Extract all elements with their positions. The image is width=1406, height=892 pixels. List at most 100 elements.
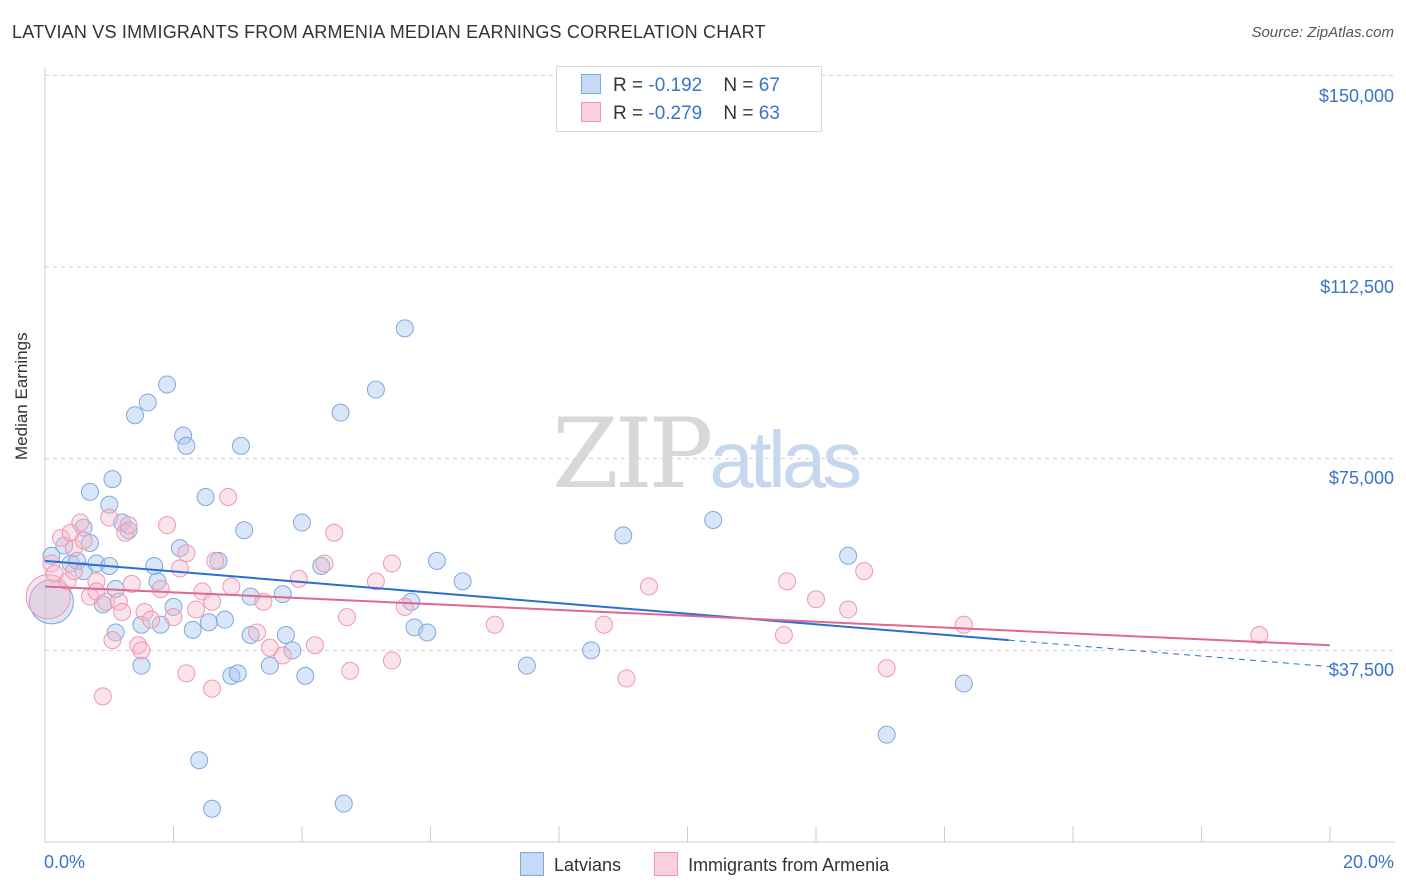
armenia-point xyxy=(325,523,344,542)
stats-box: R = -0.192 N = 67 R = -0.279 N = 63 xyxy=(556,66,822,132)
armenia-point xyxy=(87,572,106,591)
latvian-point xyxy=(614,526,633,545)
latvian-point xyxy=(100,495,119,514)
x-tick-label-max: 20.0% xyxy=(1342,852,1394,872)
armenia-point xyxy=(203,679,222,698)
armenia-point xyxy=(52,528,71,547)
armenia-point xyxy=(113,603,132,621)
armenia-point xyxy=(170,559,189,578)
latvian-point xyxy=(582,641,601,660)
armenia-point xyxy=(639,577,658,596)
armenia-point xyxy=(337,608,356,627)
latvian-point xyxy=(119,521,138,540)
latvian-point xyxy=(177,436,196,455)
armenia-point xyxy=(341,661,360,680)
armenia-point xyxy=(617,669,636,688)
armenia-point xyxy=(594,615,613,634)
n-value: 63 xyxy=(758,103,780,124)
latvian-point xyxy=(125,406,144,425)
latvians-legend-swatch xyxy=(520,852,544,876)
latvian-point xyxy=(196,488,215,506)
latvian-point xyxy=(103,470,122,489)
armenia-point xyxy=(395,597,414,616)
latvian-point-large xyxy=(28,579,74,625)
latvian-point xyxy=(42,546,61,565)
stats-row-armenia: R = -0.279 N = 63 xyxy=(581,102,780,128)
armenia-point xyxy=(206,551,225,570)
legend-label: Latvians xyxy=(554,855,622,875)
armenia-point xyxy=(119,516,138,535)
armenia-point xyxy=(158,516,177,535)
latvian-point xyxy=(235,521,254,540)
r-value: -0.192 xyxy=(648,75,703,96)
latvian-point xyxy=(190,751,209,770)
latvian-point xyxy=(260,656,279,675)
armenia-swatch xyxy=(581,102,601,122)
armenia-point xyxy=(164,608,183,627)
armenia-point xyxy=(485,615,504,634)
legend: Latvians Immigrants from Armenia xyxy=(520,852,917,876)
armenia-point xyxy=(222,577,241,596)
armenia-point xyxy=(1250,626,1269,644)
x-tick-label-min: 0.0% xyxy=(44,852,86,872)
latvian-point xyxy=(276,626,295,644)
armenia-point xyxy=(71,513,90,532)
latvian-point xyxy=(203,799,222,818)
armenia-point xyxy=(135,603,154,621)
r-value: -0.279 xyxy=(648,103,703,124)
latvian-point xyxy=(273,585,292,604)
armenia-point xyxy=(877,659,896,678)
legend-item-latvians[interactable]: Latvians xyxy=(520,852,621,876)
legend-item-armenia[interactable]: Immigrants from Armenia xyxy=(654,852,889,876)
armenia-point xyxy=(142,610,161,629)
armenia-point xyxy=(151,580,170,598)
latvian-point xyxy=(164,597,183,616)
r-label: R = xyxy=(613,103,649,124)
armenia-point xyxy=(807,590,825,609)
latvian-point xyxy=(183,620,202,639)
armenia-point xyxy=(100,508,119,527)
trend-line-latvians xyxy=(44,559,1009,642)
latvian-point xyxy=(228,664,247,683)
armenia-point xyxy=(103,631,122,650)
stats-row-latvians: R = -0.192 N = 67 xyxy=(581,74,780,100)
armenia-point xyxy=(273,646,292,665)
armenia-point xyxy=(366,572,385,591)
armenia-legend-swatch xyxy=(654,852,679,876)
armenia-point-large xyxy=(25,574,71,620)
y-tick-label: $112,500 xyxy=(1320,277,1394,297)
latvian-point xyxy=(174,426,193,445)
armenia-point xyxy=(778,572,797,591)
armenia-point xyxy=(74,531,93,550)
latvian-point xyxy=(132,656,151,675)
armenia-point xyxy=(109,592,128,611)
armenia-point xyxy=(64,562,83,581)
armenia-point xyxy=(177,664,196,683)
n-label: N = xyxy=(723,103,759,124)
armenia-point xyxy=(177,544,196,563)
armenia-point xyxy=(42,554,61,573)
trend-line-armenia xyxy=(44,585,1331,647)
armenia-point xyxy=(58,572,77,591)
armenia-point xyxy=(855,562,874,581)
latvian-point xyxy=(215,610,234,629)
armenia-point xyxy=(93,687,112,706)
latvian-point xyxy=(199,613,218,632)
y-tick-label: $37,500 xyxy=(1328,660,1394,680)
latvian-point xyxy=(334,794,353,813)
latvian-point xyxy=(80,482,99,501)
armenia-point xyxy=(289,569,308,588)
latvian-point xyxy=(296,666,315,685)
latvian-point xyxy=(145,557,164,575)
latvian-point xyxy=(427,551,446,570)
armenia-point xyxy=(382,651,401,670)
latvians-swatch xyxy=(581,74,601,94)
latvian-point xyxy=(839,546,858,565)
armenia-point xyxy=(203,592,222,611)
n-label: N = xyxy=(723,75,759,96)
armenia-point xyxy=(129,636,148,655)
n-value: 67 xyxy=(758,75,780,96)
armenia-point xyxy=(774,626,793,644)
latvian-point xyxy=(366,380,385,399)
